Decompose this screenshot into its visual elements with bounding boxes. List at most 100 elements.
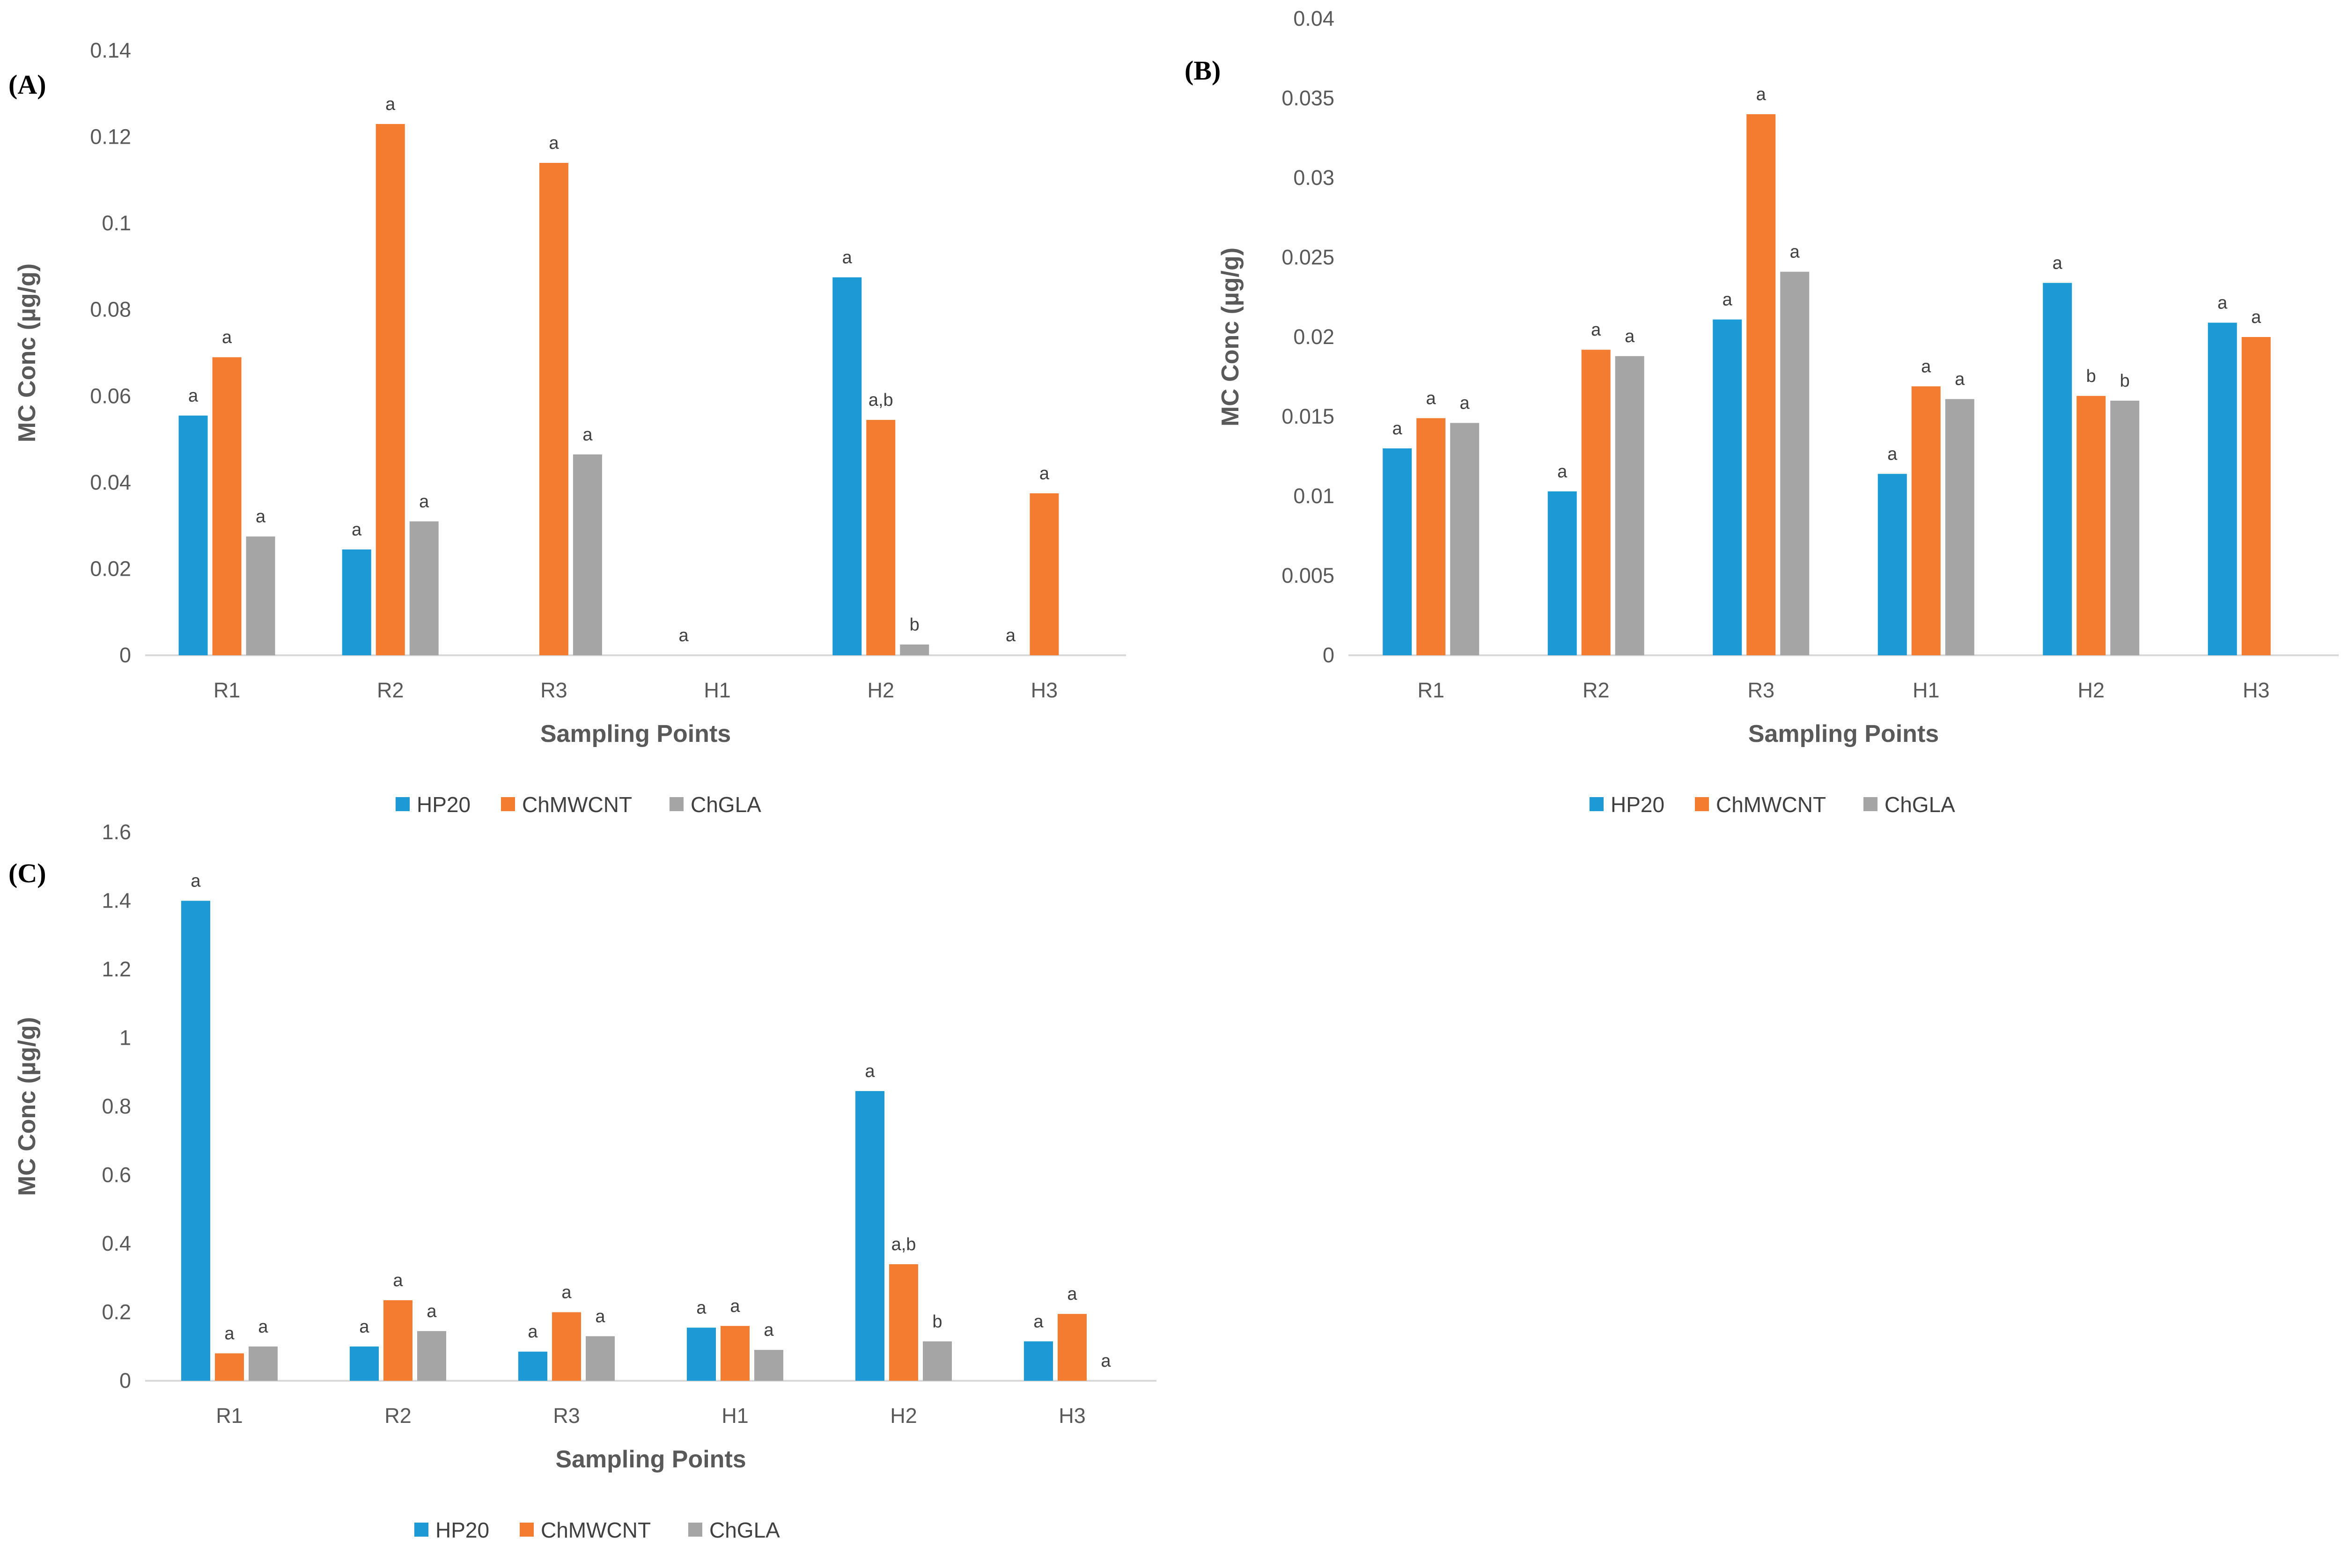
bar-chgla-h2: [900, 644, 929, 655]
bar-chmwcnt-r3: [1746, 114, 1776, 655]
bar-chmwcnt-r3: [552, 1312, 581, 1381]
data-label: b: [910, 615, 920, 635]
data-label: b: [2120, 371, 2130, 391]
legend: HP20 ChMWCNT ChGLA: [396, 792, 761, 817]
data-label: a: [1006, 626, 1016, 645]
data-label: a: [258, 1317, 268, 1337]
y-tick-label: 1: [119, 1026, 131, 1050]
bar-chmwcnt-h1: [721, 1326, 750, 1381]
data-label: a,b: [891, 1235, 916, 1254]
legend-swatch-chgla: [670, 797, 684, 811]
bar-hp20-r1: [178, 415, 208, 655]
legend-swatch-hp20: [1590, 797, 1604, 811]
x-tick-label: H2: [2077, 678, 2105, 702]
y-tick-label: 0: [1323, 643, 1334, 667]
legend-label-hp20: HP20: [1611, 792, 1664, 817]
y-tick-label: 0.015: [1281, 404, 1334, 428]
x-axis-title: Sampling Points: [555, 1446, 746, 1473]
data-label: a: [1557, 462, 1568, 482]
legend-label-chgla: ChGLA: [691, 792, 761, 817]
x-tick-label: H3: [1059, 1404, 1086, 1428]
bar-chgla-r2: [1615, 356, 1644, 655]
bar-chmwcnt-r2: [383, 1300, 412, 1381]
legend-label-chmwcnt: ChMWCNT: [522, 792, 632, 817]
x-tick-label: R3: [553, 1404, 580, 1428]
y-tick-label: 1.4: [102, 889, 131, 913]
x-tick-label: H3: [1031, 678, 1058, 702]
data-label: a: [1723, 290, 1733, 310]
bar-chgla-h1: [1945, 399, 1974, 655]
bar-chgla-r1: [1450, 423, 1480, 655]
bar-chmwcnt-h3: [1058, 1314, 1087, 1381]
bar-hp20-r1: [181, 901, 210, 1381]
y-tick-label: 0.14: [90, 38, 131, 62]
data-label: a: [582, 425, 593, 445]
bar-chmwcnt-h3: [1030, 493, 1059, 655]
data-label: a: [1625, 327, 1635, 346]
data-label: a: [1392, 419, 1403, 439]
y-tick-label: 0.01: [1293, 484, 1334, 508]
x-tick-label: R2: [384, 1404, 412, 1428]
legend-label-chmwcnt: ChMWCNT: [541, 1518, 651, 1542]
data-label: a: [842, 248, 853, 268]
y-tick-label: 0.2: [102, 1300, 131, 1324]
data-label: a: [1790, 242, 1800, 262]
bar-hp20-r1: [1383, 448, 1412, 655]
bar-hp20-r3: [1713, 319, 1742, 655]
x-tick-label: R3: [1747, 678, 1774, 702]
data-label: a: [2053, 253, 2063, 273]
data-label: a: [222, 328, 232, 347]
data-label: a: [1955, 370, 1965, 389]
bar-chgla-r3: [586, 1336, 615, 1381]
data-label: a: [191, 872, 201, 891]
bar-chgla-r1: [249, 1346, 278, 1381]
y-tick-label: 0: [119, 643, 131, 667]
x-tick-label: H1: [721, 1404, 749, 1428]
y-axis-title: MC Conc (µg/g): [14, 264, 41, 442]
bar-chgla-h2: [2110, 401, 2140, 655]
data-label: a: [1426, 388, 1436, 408]
bar-hp20-r2: [1547, 491, 1577, 655]
data-label: a: [595, 1307, 605, 1326]
panel-label-b: (B): [1185, 55, 1221, 86]
data-label: a: [1033, 1312, 1044, 1332]
y-tick-label: 0.6: [102, 1163, 131, 1187]
data-label: a: [419, 492, 429, 512]
y-tick-label: 0.08: [90, 298, 131, 322]
bar-hp20-r2: [350, 1346, 379, 1381]
y-tick-label: 0.1: [102, 211, 131, 235]
bar-chmwcnt-r2: [1581, 350, 1611, 655]
data-label: a: [1460, 394, 1470, 413]
x-tick-label: R3: [540, 678, 567, 702]
y-axis-title: MC Conc (µg/g): [14, 1017, 41, 1196]
data-label: a: [2251, 308, 2261, 327]
data-label: a: [256, 507, 266, 527]
y-tick-label: 0.4: [102, 1231, 131, 1255]
bar-chmwcnt-h2: [866, 420, 896, 655]
data-label: a: [679, 626, 689, 645]
legend-label-chmwcnt: ChMWCNT: [1716, 792, 1826, 817]
data-label: a: [696, 1298, 707, 1318]
data-label: a: [2217, 293, 2228, 313]
x-tick-label: R2: [377, 678, 404, 702]
bar-chmwcnt-h3: [2241, 337, 2271, 655]
x-axis-title: Sampling Points: [1748, 720, 1939, 747]
bar-chmwcnt-h2: [889, 1264, 918, 1381]
data-label: a: [764, 1320, 774, 1340]
y-tick-label: 0.02: [1293, 325, 1334, 349]
bar-chmwcnt-r1: [215, 1353, 244, 1381]
panels: (A) 0 0.02 0.04 0.06 0.08 0.1 0.12 0.14 R1 a a a R2 a a…: [8, 7, 2339, 1542]
x-tick-label: H3: [2243, 678, 2270, 702]
bar-hp20-r2: [342, 549, 371, 655]
bar-hp20-h2: [2043, 283, 2072, 655]
bar-hp20-h3: [2208, 322, 2237, 655]
data-label: a: [549, 133, 559, 153]
bar-chmwcnt-r3: [539, 162, 568, 655]
bar-chmwcnt-h2: [2076, 396, 2106, 655]
bar-chgla-r3: [1780, 271, 1810, 655]
y-tick-label: 0.025: [1281, 245, 1334, 269]
y-axis-title: MC Conc (µg/g): [1217, 248, 1244, 426]
x-tick-label: R2: [1583, 678, 1610, 702]
data-label: a: [224, 1324, 235, 1343]
data-label: a: [1756, 85, 1767, 104]
